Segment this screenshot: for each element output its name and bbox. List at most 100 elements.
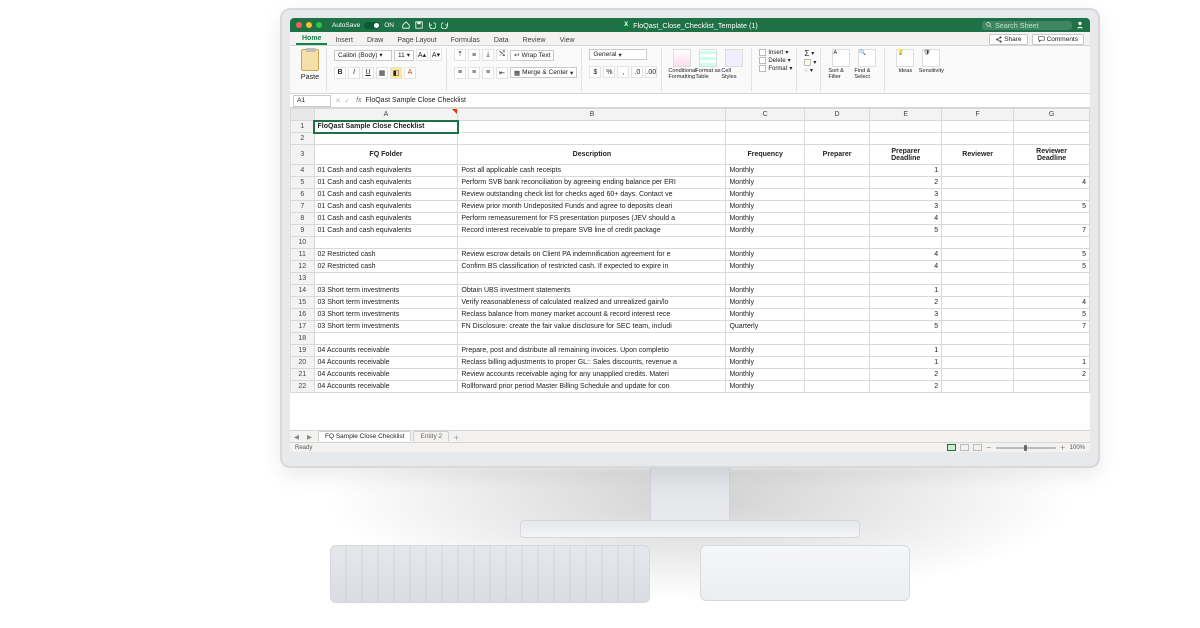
cell-A1[interactable]: FloQast Sample Close Checklist — [314, 121, 458, 133]
cell[interactable]: 2 — [1014, 369, 1090, 381]
cell[interactable] — [804, 321, 869, 333]
find-select-button[interactable]: 🔍Find & Select — [854, 49, 880, 90]
cell[interactable] — [1014, 273, 1090, 285]
row-header[interactable]: 7 — [291, 201, 315, 213]
cell[interactable]: 4 — [870, 213, 942, 225]
cell[interactable] — [458, 237, 726, 249]
row-header[interactable]: 22 — [291, 381, 315, 393]
cell[interactable] — [804, 297, 869, 309]
col-header-B[interactable]: B — [458, 109, 726, 121]
row-header[interactable]: 10 — [291, 237, 315, 249]
paste-button[interactable]: Paste — [298, 49, 322, 81]
row-header[interactable]: 17 — [291, 321, 315, 333]
cell[interactable]: 7 — [1014, 225, 1090, 237]
cell[interactable] — [942, 121, 1014, 133]
clear-button[interactable]: ◌ ▾ — [804, 67, 816, 74]
cell[interactable] — [942, 309, 1014, 321]
cell[interactable]: Preparer — [804, 145, 869, 165]
row-header[interactable]: 15 — [291, 297, 315, 309]
percent-icon[interactable]: % — [603, 66, 615, 78]
dec-decimal-icon[interactable]: .00 — [645, 66, 657, 78]
cell[interactable]: 04 Accounts receivable — [314, 357, 458, 369]
comma-icon[interactable]: , — [617, 66, 629, 78]
cell[interactable]: 1 — [870, 285, 942, 297]
cell[interactable]: 4 — [870, 249, 942, 261]
row-header[interactable]: 6 — [291, 189, 315, 201]
cell[interactable] — [1014, 381, 1090, 393]
cell[interactable]: Post all applicable cash receipts — [458, 165, 726, 177]
increase-font-icon[interactable]: A▴ — [416, 49, 428, 61]
inc-decimal-icon[interactable]: .0 — [631, 66, 643, 78]
cell[interactable]: Monthly — [726, 249, 804, 261]
cell[interactable] — [804, 165, 869, 177]
sort-filter-button[interactable]: ASort & Filter — [828, 49, 854, 90]
home-icon[interactable] — [402, 21, 410, 29]
sheet-tab[interactable]: Entity 2 — [413, 431, 449, 441]
cell[interactable]: 7 — [1014, 321, 1090, 333]
cell[interactable]: 4 — [1014, 297, 1090, 309]
tab-insert[interactable]: Insert — [329, 35, 359, 45]
cell[interactable] — [314, 237, 458, 249]
orientation-icon[interactable]: ⤭ — [496, 49, 508, 61]
cell[interactable]: Monthly — [726, 381, 804, 393]
zoom-slider[interactable] — [996, 447, 1056, 449]
zoom-in-button[interactable]: ＋ — [1060, 443, 1066, 452]
toggle-icon[interactable] — [364, 22, 380, 29]
cell[interactable] — [942, 237, 1014, 249]
cell[interactable] — [942, 357, 1014, 369]
cell[interactable]: 1 — [870, 165, 942, 177]
cell[interactable]: FQ Folder — [314, 145, 458, 165]
cell[interactable] — [804, 357, 869, 369]
tab-view[interactable]: View — [554, 35, 581, 45]
cell[interactable]: Rollforward prior period Master Billing … — [458, 381, 726, 393]
row-header[interactable]: 14 — [291, 285, 315, 297]
cell[interactable]: Perform remeasurement for FS presentatio… — [458, 213, 726, 225]
cell[interactable]: 01 Cash and cash equivalents — [314, 201, 458, 213]
cell[interactable]: 3 — [870, 189, 942, 201]
align-center-icon[interactable]: ≡ — [468, 67, 480, 79]
cell[interactable] — [804, 345, 869, 357]
align-middle-icon[interactable]: ≡ — [468, 49, 480, 61]
cell[interactable]: 04 Accounts receivable — [314, 381, 458, 393]
cell[interactable]: Reclass billing adjustments to proper GL… — [458, 357, 726, 369]
cell[interactable]: 04 Accounts receivable — [314, 345, 458, 357]
redo-icon[interactable] — [441, 21, 449, 29]
cell[interactable] — [314, 133, 458, 145]
fill-button[interactable]: ▾ — [804, 59, 816, 66]
cell[interactable]: 4 — [870, 261, 942, 273]
row-header[interactable]: 11 — [291, 249, 315, 261]
cell[interactable]: Confirm BS classification of restricted … — [458, 261, 726, 273]
cell[interactable] — [1014, 333, 1090, 345]
cell[interactable]: Reclass balance from money market accoun… — [458, 309, 726, 321]
ideas-button[interactable]: 💡Ideas — [892, 49, 918, 90]
cell[interactable] — [726, 333, 804, 345]
ribbon-tabs[interactable]: HomeInsertDrawPage LayoutFormulasDataRev… — [290, 32, 1090, 46]
format-cells-button[interactable]: Format ▾ — [759, 65, 792, 72]
cell[interactable]: 5 — [1014, 261, 1090, 273]
cell[interactable] — [804, 189, 869, 201]
tab-review[interactable]: Review — [517, 35, 552, 45]
cell[interactable]: Frequency — [726, 145, 804, 165]
row-header[interactable]: 2 — [291, 133, 315, 145]
cell[interactable] — [942, 189, 1014, 201]
cell[interactable]: Review outstanding check list for checks… — [458, 189, 726, 201]
cell[interactable]: Review escrow details on Client PA indem… — [458, 249, 726, 261]
cell[interactable]: 01 Cash and cash equivalents — [314, 225, 458, 237]
sensitivity-button[interactable]: 🛡Sensitivity — [918, 49, 944, 90]
cell[interactable]: FN Disclosure: create the fair value dis… — [458, 321, 726, 333]
cell[interactable] — [458, 121, 726, 133]
cell[interactable] — [942, 273, 1014, 285]
cell[interactable]: Monthly — [726, 261, 804, 273]
col-header-F[interactable]: F — [942, 109, 1014, 121]
cancel-icon[interactable]: ✕ — [335, 96, 341, 105]
cell[interactable] — [942, 345, 1014, 357]
cell[interactable]: PreparerDeadline — [870, 145, 942, 165]
cell[interactable] — [1014, 213, 1090, 225]
cell[interactable]: Obtain UBS investment statements — [458, 285, 726, 297]
cell[interactable] — [726, 237, 804, 249]
minimize-icon[interactable] — [306, 22, 312, 28]
cell[interactable]: Monthly — [726, 345, 804, 357]
zoom-out-button[interactable]: － — [986, 443, 992, 452]
indent-dec-icon[interactable]: ⇤ — [496, 67, 508, 79]
bold-button[interactable]: B — [334, 67, 346, 79]
